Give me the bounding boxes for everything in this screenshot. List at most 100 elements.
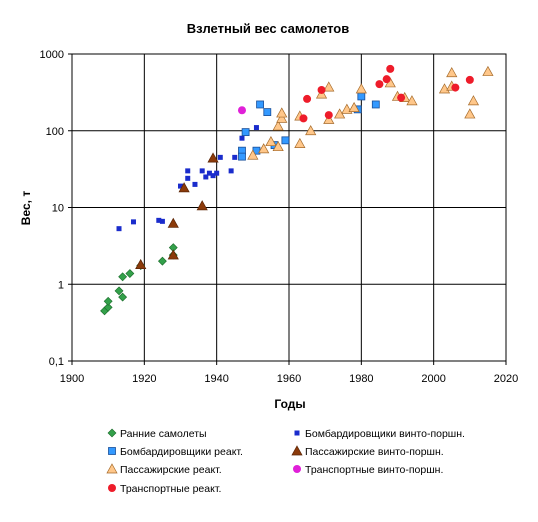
data-point-series-6 xyxy=(237,106,246,115)
data-point-series-7 xyxy=(317,85,326,94)
data-point-series-2 xyxy=(178,183,183,189)
data-point-series-4 xyxy=(196,200,208,211)
data-point-series-5 xyxy=(355,83,367,94)
data-point-series-5 xyxy=(272,140,284,152)
data-point-series-5 xyxy=(265,135,277,147)
data-point-series-4 xyxy=(135,258,147,270)
data-point-series-2 xyxy=(232,154,238,160)
plot-border xyxy=(71,53,507,362)
data-point-series-5 xyxy=(438,83,451,94)
y-tick-label: 100 xyxy=(46,126,64,138)
data-point-series-3 xyxy=(241,128,250,137)
data-point-series-4 xyxy=(167,217,179,228)
data-point-series-2 xyxy=(130,219,136,225)
plot-area: 1900 1920 1940 1960 1980 2000 2020 0,1 1 10 100 100… xyxy=(40,49,519,385)
data-point-series-7 xyxy=(299,114,308,123)
data-point-series-2 xyxy=(228,168,234,174)
legend-marker-series-5 xyxy=(106,463,118,474)
data-point-series-5 xyxy=(467,95,480,106)
data-point-series-5 xyxy=(272,120,284,131)
data-point-series-3 xyxy=(256,100,264,109)
data-point-series-4 xyxy=(167,249,179,260)
data-point-series-7 xyxy=(324,111,333,120)
data-point-series-1 xyxy=(114,286,124,296)
legend-marker-series-2 xyxy=(294,430,300,436)
data-point-series-2 xyxy=(210,173,216,179)
data-point-series-3 xyxy=(357,92,366,101)
data-point-series-5 xyxy=(323,81,335,92)
data-point-series-7 xyxy=(375,80,384,89)
data-point-series-7 xyxy=(451,83,460,92)
data-point-series-4 xyxy=(207,152,219,163)
x-axis-label: Годы xyxy=(274,397,305,411)
legend-label-series-7: Транспортные реакт. xyxy=(120,483,221,495)
data-point-series-5 xyxy=(406,95,418,106)
data-point-series-2 xyxy=(239,135,245,141)
legend-label-series-3: Бомбардировщики реакт. xyxy=(120,446,243,458)
x-tick-label: 1960 xyxy=(277,373,301,385)
data-point-series-7 xyxy=(386,64,395,73)
legend-label-series-6: Транспортные винто-поршн. xyxy=(305,464,443,476)
data-point-series-7 xyxy=(382,75,391,84)
legend-label-series-4: Пассажирские винто-поршн. xyxy=(305,446,444,458)
data-point-series-2 xyxy=(192,181,198,187)
y-axis-label: Вес, т xyxy=(19,191,33,226)
y-tick-label: 1000 xyxy=(40,49,64,61)
data-point-series-5 xyxy=(276,107,288,118)
data-point-series-7 xyxy=(303,94,312,103)
data-point-series-2 xyxy=(199,168,205,174)
data-point-series-7 xyxy=(465,75,474,84)
y-tick-label: 10 xyxy=(52,203,64,215)
x-tick-label: 1900 xyxy=(60,373,84,385)
x-tick-label: 1920 xyxy=(132,373,156,385)
data-point-series-5 xyxy=(482,65,494,76)
data-point-series-1 xyxy=(125,269,135,278)
legend: Ранние самолеты Бомбардировщики винто-пор… xyxy=(106,428,465,495)
legend-label-series-2: Бомбардировщики винто-поршн. xyxy=(305,428,465,440)
legend-marker-series-4 xyxy=(291,445,303,456)
x-tick-label: 2000 xyxy=(421,373,445,385)
data-point-series-2 xyxy=(159,218,165,224)
chart-title: Взлетный вес самолетов xyxy=(187,21,349,36)
data-point-series-3 xyxy=(238,152,246,161)
legend-marker-series-6 xyxy=(293,465,301,473)
data-point-series-2 xyxy=(206,170,212,176)
data-point-series-2 xyxy=(203,174,209,180)
data-point-series-1 xyxy=(103,302,113,312)
legend-label-series-5: Пассажирские реакт. xyxy=(120,464,222,476)
data-point-series-5 xyxy=(294,137,306,148)
data-point-series-2 xyxy=(156,217,162,223)
data-point-series-5 xyxy=(446,67,458,78)
data-point-series-2 xyxy=(214,170,220,176)
x-tick-label: 1980 xyxy=(349,373,373,385)
data-point-series-5 xyxy=(247,149,259,160)
data-point-series-2 xyxy=(217,154,223,160)
data-point-series-7 xyxy=(397,93,406,102)
legend-marker-series-1 xyxy=(107,428,117,438)
data-point-series-5 xyxy=(305,125,317,136)
data-point-series-1 xyxy=(103,296,113,306)
x-tick-label: 1940 xyxy=(204,373,228,385)
data-point-series-1 xyxy=(157,256,167,266)
data-point-series-2 xyxy=(185,168,191,174)
legend-marker-series-3 xyxy=(108,447,116,455)
data-point-series-2 xyxy=(116,226,122,232)
data-point-series-5 xyxy=(464,108,476,119)
data-point-series-3 xyxy=(281,136,290,145)
legend-label-series-1: Ранние самолеты xyxy=(120,428,207,440)
data-point-series-2 xyxy=(185,175,191,181)
data-point-series-1 xyxy=(118,292,128,302)
legend-marker-series-7 xyxy=(108,484,116,492)
data-point-series-5 xyxy=(348,101,360,112)
data-point-series-5 xyxy=(258,143,270,154)
data-point-series-5 xyxy=(276,112,288,123)
x-tick-label: 2020 xyxy=(494,373,518,385)
y-tick-label: 0,1 xyxy=(49,356,64,368)
y-tick-label: 1 xyxy=(58,279,64,291)
data-point-series-2 xyxy=(253,125,259,131)
data-point-series-3 xyxy=(371,100,380,109)
data-point-series-3 xyxy=(263,108,272,116)
data-point-series-1 xyxy=(118,272,128,282)
data-point-series-4 xyxy=(178,182,190,193)
